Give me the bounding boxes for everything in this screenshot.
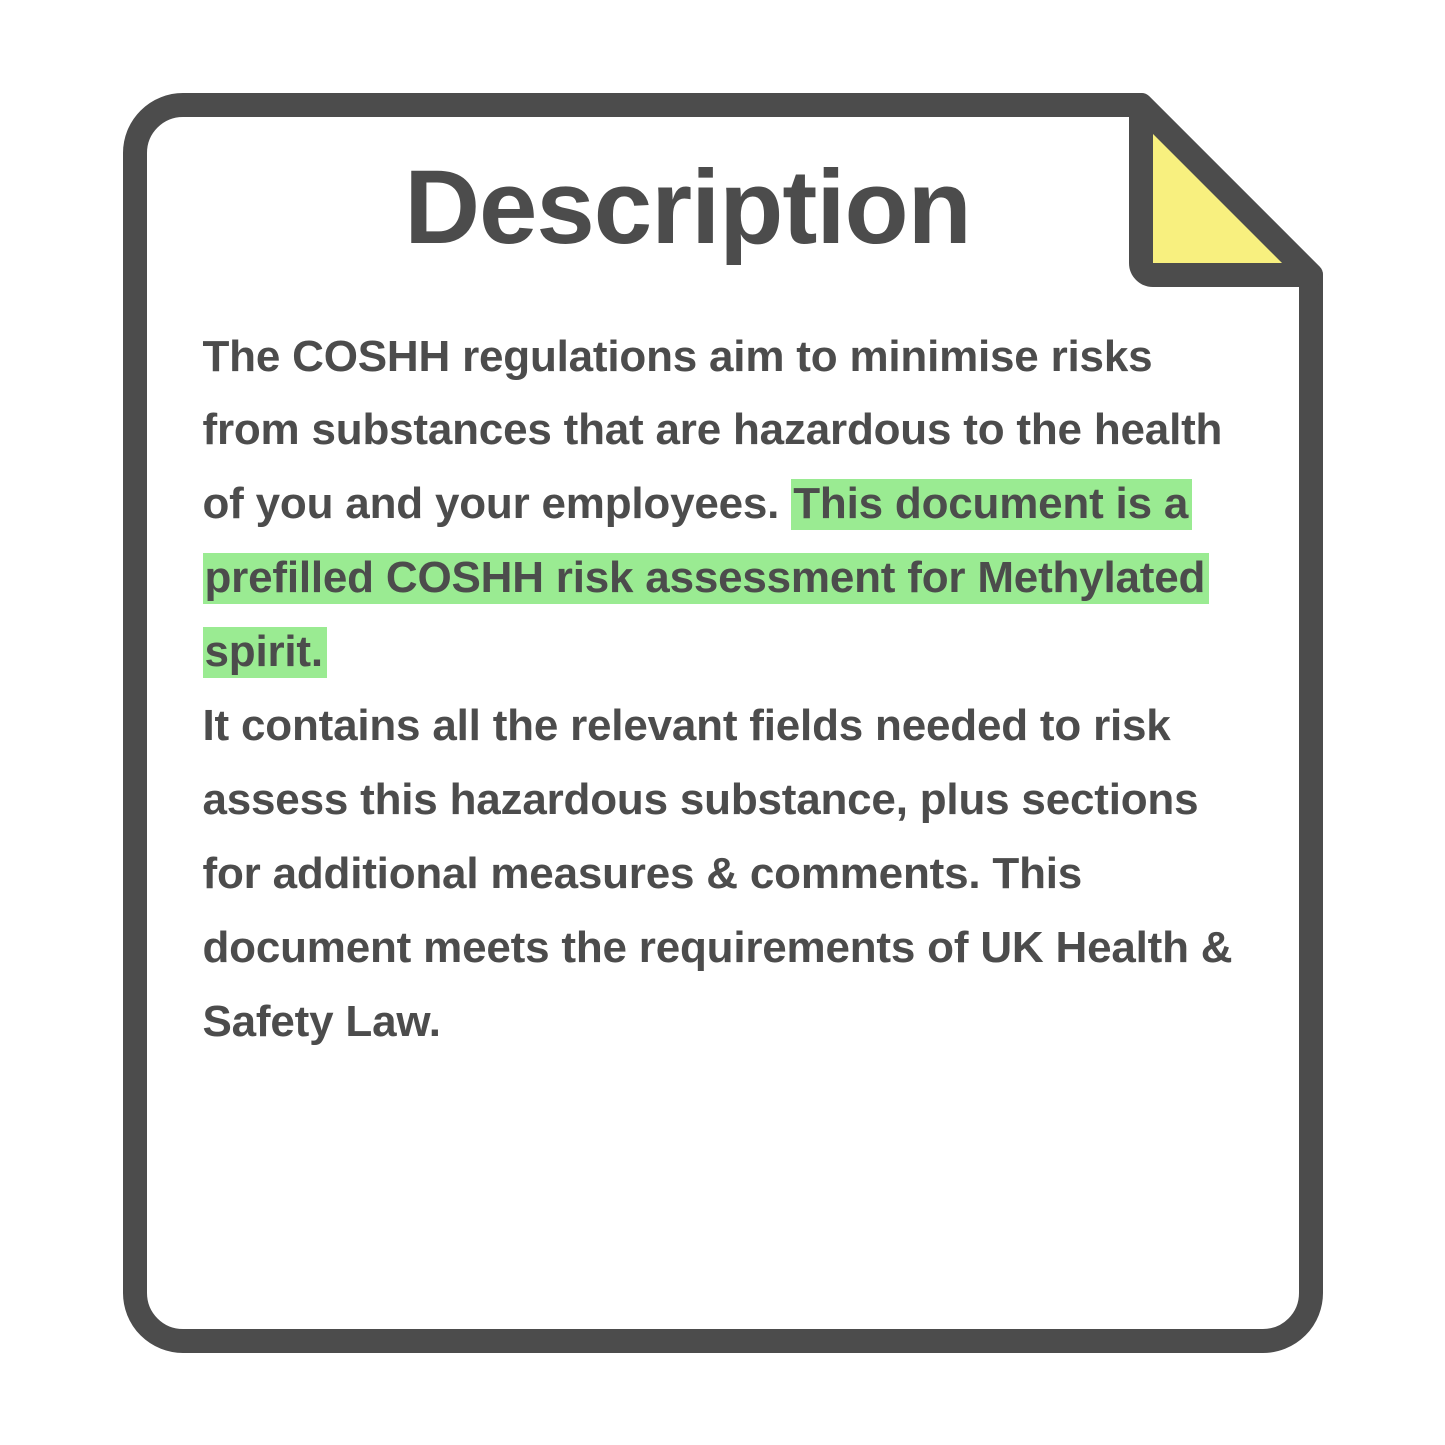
document-card: Description The COSHH regulations aim to… [123, 93, 1323, 1353]
description-paragraph: The COSHH regulations aim to minimise ri… [203, 320, 1243, 1059]
document-content: Description The COSHH regulations aim to… [203, 148, 1243, 1273]
description-text-part2: It contains all the relevant fields need… [203, 701, 1233, 1046]
page-title: Description [163, 148, 1213, 268]
